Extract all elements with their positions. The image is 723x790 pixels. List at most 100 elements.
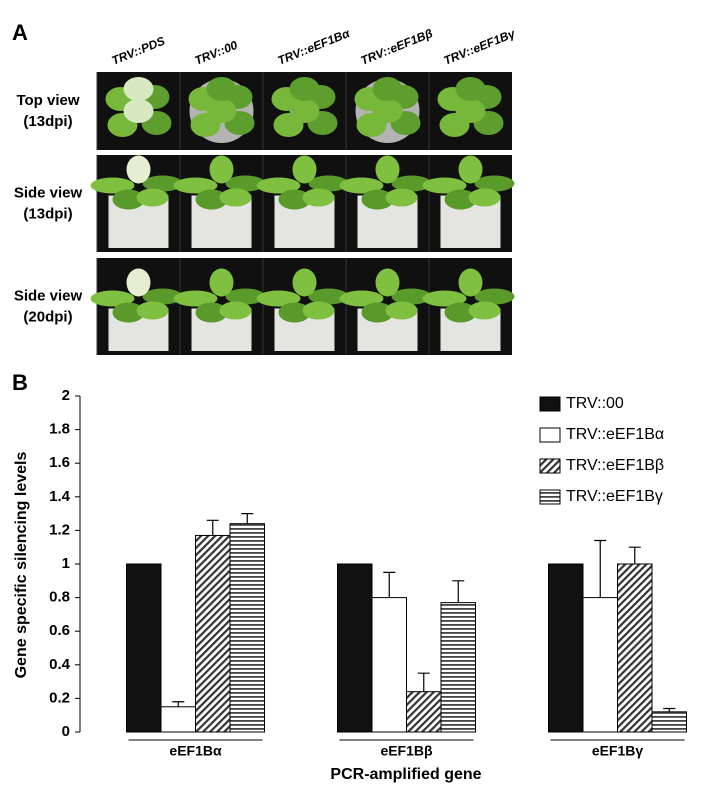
bar — [651, 711, 687, 733]
y-tick-label: 0.6 — [49, 622, 70, 639]
legend-label: TRV::eEF1Bγ — [566, 488, 663, 505]
legend-swatch — [539, 396, 561, 412]
leaf — [474, 175, 515, 192]
y-tick-label: 1.8 — [49, 421, 70, 438]
x-tick-label: eEF1Bα — [169, 743, 222, 759]
leaf — [385, 188, 418, 207]
error-bar — [628, 546, 641, 564]
leaf — [375, 155, 400, 184]
leaf — [136, 301, 169, 320]
leaf — [219, 301, 252, 320]
column-label: TRV::eEF1Bα — [276, 26, 353, 68]
error-bar — [383, 571, 396, 598]
leaf — [474, 288, 515, 305]
leaf — [195, 302, 228, 323]
bar — [195, 534, 231, 733]
leaf — [422, 290, 467, 307]
y-tick-label: 0.4 — [49, 656, 71, 673]
leaf — [278, 302, 311, 323]
leaf — [468, 301, 501, 320]
panel-label: B — [12, 370, 28, 395]
leaf — [292, 268, 317, 297]
leaf — [142, 288, 183, 305]
leaf — [458, 155, 483, 184]
leaf — [361, 189, 394, 210]
error-bar — [172, 701, 185, 707]
leaf — [209, 155, 234, 184]
column-label: TRV::PDS — [110, 34, 167, 68]
leaf — [455, 77, 486, 101]
leaf — [173, 177, 218, 194]
leaf — [90, 290, 135, 307]
error-bar — [241, 513, 254, 524]
row-label: Side view — [14, 184, 83, 201]
legend-swatch — [539, 458, 561, 474]
bar — [126, 563, 162, 733]
error-bar — [594, 539, 607, 598]
leaf — [458, 268, 483, 297]
leaf — [278, 189, 311, 210]
leaf — [209, 268, 234, 297]
bar — [582, 597, 618, 733]
bar — [371, 597, 407, 733]
leaf — [112, 189, 145, 210]
leaf — [339, 177, 384, 194]
error-bar — [452, 580, 465, 603]
legend-label: TRV::eEF1Bβ — [566, 457, 664, 474]
error-bar — [417, 672, 430, 692]
legend-swatch — [539, 489, 561, 505]
leaf — [90, 177, 135, 194]
leaf — [302, 188, 335, 207]
panel-label: A — [12, 20, 28, 45]
leaf — [391, 288, 432, 305]
column-label: TRV::eEF1Bγ — [442, 26, 519, 68]
leaf — [126, 268, 151, 297]
leaf — [195, 189, 228, 210]
leaf — [225, 288, 266, 305]
leaf — [289, 77, 320, 101]
y-tick-label: 0.2 — [49, 689, 70, 706]
leaf — [302, 301, 335, 320]
y-tick-label: 0 — [62, 723, 70, 740]
leaf — [225, 175, 266, 192]
leaf — [126, 155, 151, 184]
column-label: TRV::eEF1Bβ — [359, 26, 436, 68]
leaf — [206, 77, 237, 101]
leaf — [455, 99, 486, 123]
leaf — [444, 189, 477, 210]
legend-label: TRV::eEF1Bα — [566, 426, 664, 443]
y-axis-title: Gene specific silencing levels — [13, 452, 30, 679]
x-axis-title: PCR-amplified gene — [330, 766, 481, 783]
y-tick-label: 1.6 — [49, 454, 70, 471]
leaf — [112, 302, 145, 323]
y-tick-label: 2 — [62, 387, 70, 404]
leaf — [256, 290, 301, 307]
leaf — [372, 77, 403, 101]
leaf — [206, 99, 237, 123]
legend-swatch — [539, 427, 561, 443]
leaf — [391, 175, 432, 192]
x-tick-label: eEF1Bγ — [592, 743, 644, 759]
leaf — [339, 290, 384, 307]
leaf — [123, 77, 154, 101]
leaf — [444, 302, 477, 323]
leaf — [468, 188, 501, 207]
leaf — [256, 177, 301, 194]
row-label: Top view — [16, 92, 79, 109]
bar — [337, 563, 373, 733]
row-label: Side view — [14, 287, 83, 304]
y-tick-label: 1.2 — [49, 521, 70, 538]
leaf — [422, 177, 467, 194]
row-label: (13dpi) — [23, 205, 72, 222]
x-tick-label: eEF1Bβ — [380, 743, 433, 759]
leaf — [385, 301, 418, 320]
leaf — [219, 188, 252, 207]
bar — [440, 602, 476, 733]
photo-panel: TRV::PDS TRV::00 TRV::eEF1Bα TRV::eEF1Bβ TRV… — [14, 26, 518, 355]
row-label: (20dpi) — [23, 308, 72, 325]
y-tick-label: 1 — [62, 555, 70, 572]
leaf — [375, 268, 400, 297]
error-bar — [206, 519, 219, 536]
leaf — [372, 99, 403, 123]
